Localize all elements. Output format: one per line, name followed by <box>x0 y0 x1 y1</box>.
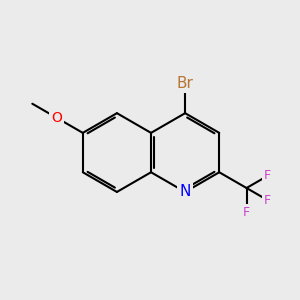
Text: F: F <box>264 169 271 182</box>
Text: N: N <box>179 184 191 200</box>
Text: Br: Br <box>177 76 194 91</box>
Text: F: F <box>243 206 250 219</box>
Text: F: F <box>264 194 271 207</box>
Text: O: O <box>51 110 62 124</box>
